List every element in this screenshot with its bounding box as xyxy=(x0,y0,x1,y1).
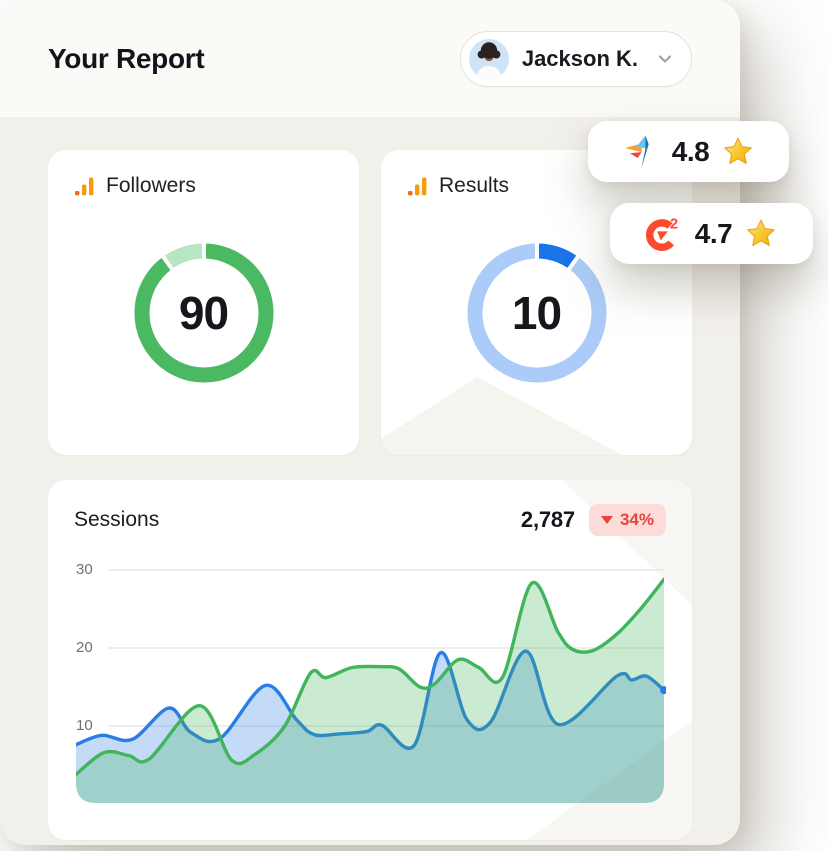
sessions-chart-area: 10 20 30 xyxy=(74,558,666,808)
analytics-bars-icon xyxy=(75,177,94,195)
capterra-score: 4.8 xyxy=(671,135,710,167)
followers-donut-chart xyxy=(125,234,283,392)
chevron-down-icon xyxy=(658,54,672,63)
triangle-down-icon xyxy=(600,516,613,524)
star-icon xyxy=(724,137,753,164)
star-icon xyxy=(747,219,776,246)
g2-score: 4.7 xyxy=(694,217,733,249)
followers-card-label: Followers xyxy=(106,174,196,197)
y-tick-label: 10 xyxy=(76,717,93,734)
sessions-card: Sessions 2,787 34% 10 20 30 xyxy=(48,480,692,840)
results-donut-chart xyxy=(458,234,616,392)
capterra-rating-badge[interactable]: 4.8 xyxy=(588,121,789,182)
page-title: Your Report xyxy=(48,42,205,74)
user-menu-button[interactable]: Jackson K. xyxy=(459,30,692,87)
g2-logo-text: 2 xyxy=(670,216,678,232)
widget-header: Your Report Jackson K. xyxy=(0,0,740,118)
followers-value: 90 xyxy=(178,287,229,339)
sessions-change-badge: 34% xyxy=(588,504,666,536)
sessions-change-value: 34% xyxy=(619,510,654,529)
g2-logo-icon: 2 xyxy=(645,216,678,251)
y-tick-label: 30 xyxy=(76,561,93,578)
analytics-bars-icon xyxy=(408,177,427,195)
sessions-area-chart xyxy=(75,569,666,803)
stat-cards-row: Followers 90 xyxy=(48,150,692,455)
y-tick-label: 20 xyxy=(76,639,93,656)
results-value: 10 xyxy=(511,287,562,339)
followers-card: Followers 90 xyxy=(48,150,359,455)
results-card: Results 10 xyxy=(381,150,692,455)
user-name: Jackson K. xyxy=(521,45,638,71)
avatar xyxy=(468,38,509,79)
results-card-label: Results xyxy=(439,174,510,197)
sessions-label: Sessions xyxy=(74,508,160,531)
sessions-value: 2,787 xyxy=(520,507,575,532)
widget-body: Followers 90 xyxy=(0,118,740,840)
g2-rating-badge[interactable]: 2 4.7 xyxy=(610,203,813,264)
capterra-logo-icon xyxy=(624,135,649,168)
